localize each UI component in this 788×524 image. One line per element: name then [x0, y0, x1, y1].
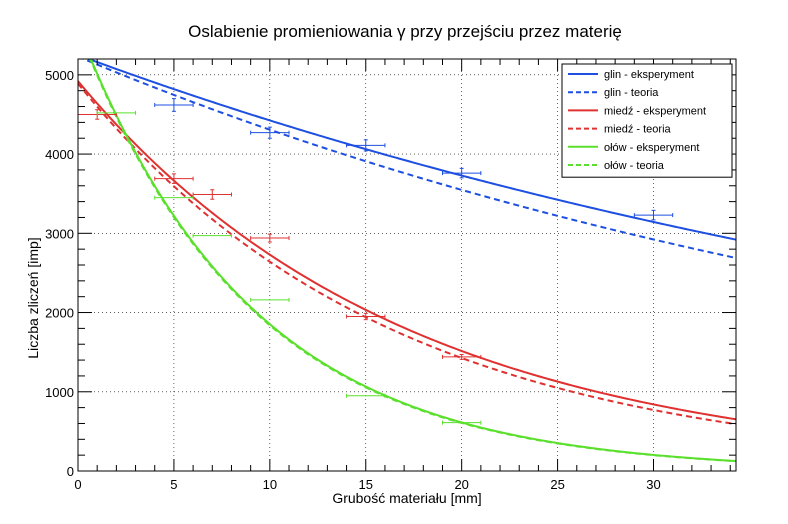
y-tick-label: 2000 — [45, 306, 74, 321]
y-tick-label: 1000 — [45, 385, 74, 400]
x-tick-label: 0 — [74, 477, 81, 492]
legend-entry: glin - eksperyment — [604, 69, 694, 81]
x-tick-label: 20 — [454, 477, 468, 492]
x-tick-label: 15 — [359, 477, 373, 492]
curves — [78, 59, 736, 463]
x-tick-label: 30 — [646, 477, 660, 492]
data-points — [77, 98, 674, 425]
legend-entry: miedź - teoria — [604, 124, 672, 136]
y-tick-label: 3000 — [45, 226, 74, 241]
legend-entry: ołów - eksperyment — [604, 142, 699, 154]
legend-entry: miedź - eksperyment — [604, 105, 706, 117]
series-curve-2 — [78, 80, 736, 421]
legend-entry: glin - teoria — [604, 87, 659, 99]
x-tick-label: 5 — [170, 477, 177, 492]
series-curve-0 — [85, 59, 736, 241]
legend: glin - eksperyment glin - teoria miedź - e… — [561, 63, 733, 178]
y-axis-label: Liczba zliczeń [imp] — [25, 237, 41, 358]
y-tick-label: 4000 — [45, 147, 74, 162]
x-tick-label: 25 — [550, 477, 564, 492]
y-tick-label: 5000 — [45, 68, 74, 83]
x-tick-label: 10 — [263, 477, 277, 492]
legend-entry: ołów - teoria — [604, 160, 665, 172]
chart-title: Oslabienie promieniowania γ przy przejśc… — [188, 22, 622, 41]
legend-box — [561, 63, 733, 178]
y-tick-label: 0 — [67, 464, 74, 479]
x-axis-label: Grubość materiału [mm] — [332, 490, 481, 506]
series-curve-5 — [89, 59, 736, 463]
axis-ticks: 0 5 10 15 20 25 30 0 1000 2000 3000 4000 5000 — [45, 59, 736, 492]
